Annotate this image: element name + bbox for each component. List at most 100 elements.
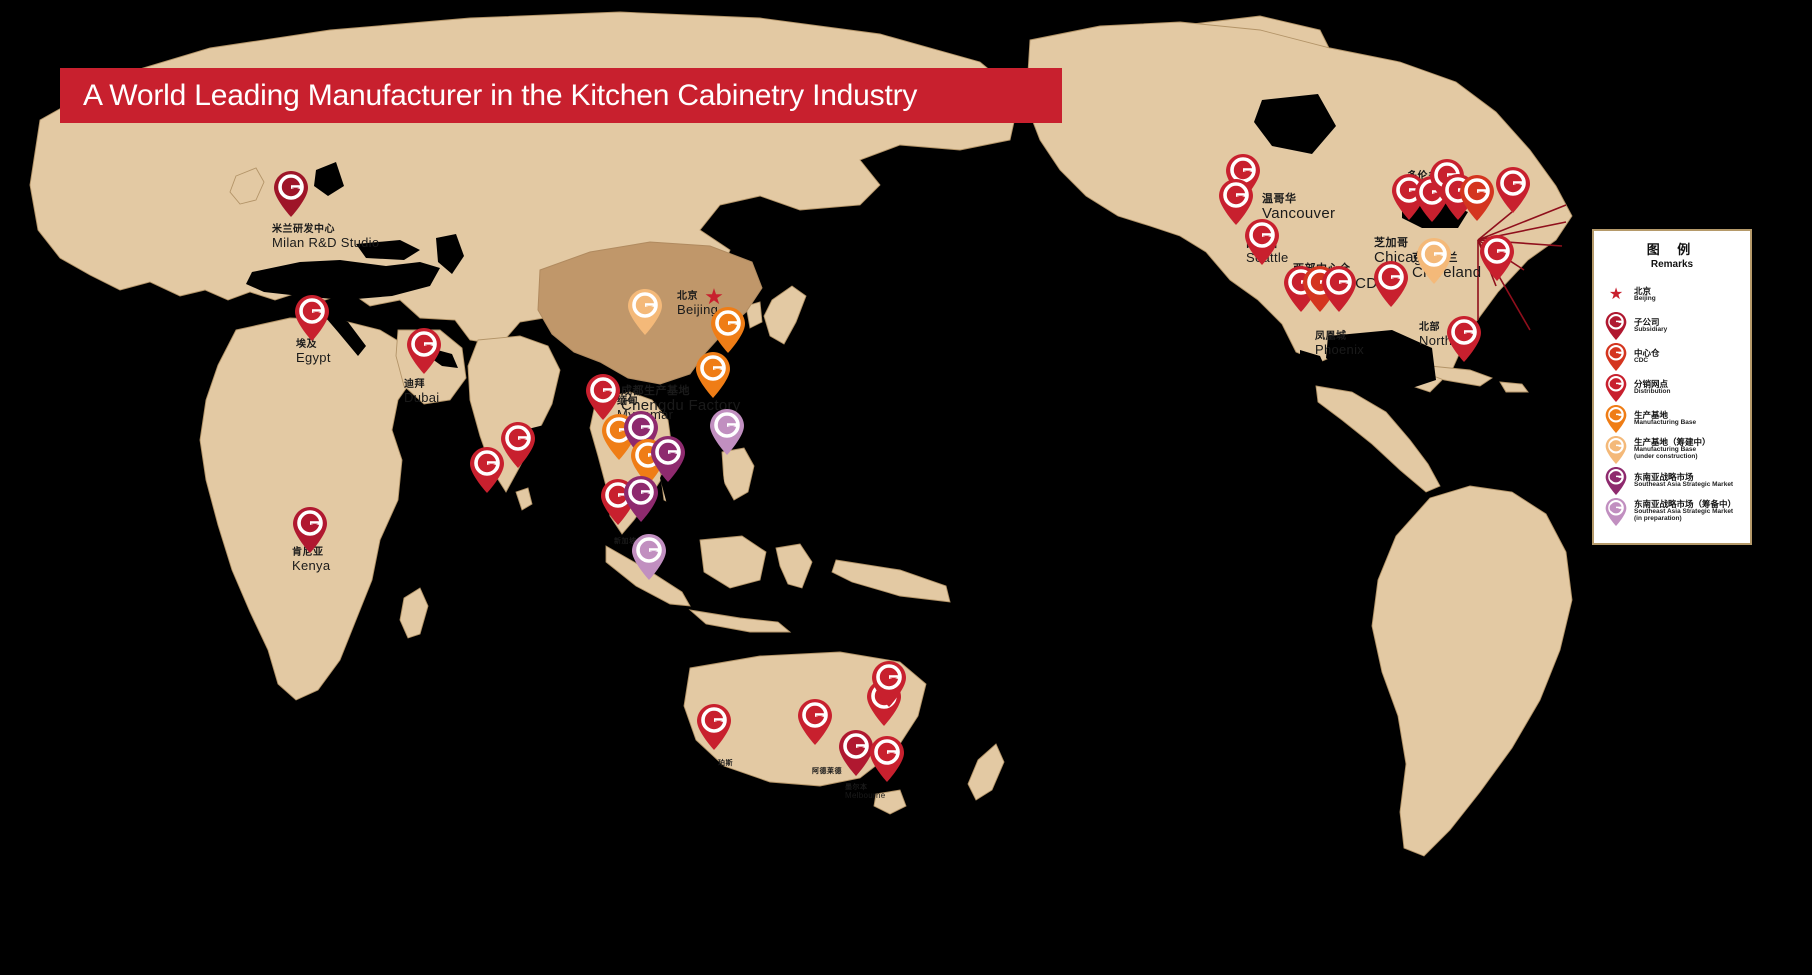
korea-landmass [745, 301, 763, 329]
hispaniola-landmass [1499, 381, 1529, 393]
label-cn: 阿德莱德 [812, 768, 842, 775]
legend-glyph-g: G [1608, 313, 1620, 329]
marker-cleveland-2[interactable]: G [1460, 175, 1494, 221]
legend-label-en: Manufacturing Base [1634, 446, 1697, 454]
legend-label-cn: 子公司 [1634, 316, 1660, 327]
marker-dubai[interactable]: G [407, 328, 441, 374]
marker-southeast-us[interactable]: G [1374, 261, 1408, 307]
new-guinea-landmass [831, 559, 951, 603]
marker-east-coast-1[interactable]: G [1496, 167, 1530, 213]
marker-western-cdc-3[interactable]: G [1322, 266, 1356, 312]
label-dubai: 迪拜 Dubai [404, 379, 440, 405]
mediterranean-sea [246, 260, 440, 300]
marker-perth[interactable]: G [697, 704, 731, 750]
legend-label-en: Subsidiary [1634, 325, 1668, 333]
legend-text-0: 北京 Beijing [1629, 285, 1656, 303]
label-cn: 成都生产基地 [621, 385, 690, 397]
legend-label-en: Beijing [1634, 294, 1656, 302]
pin-cdc-icon: G [1603, 342, 1629, 371]
hudson-bay [1254, 94, 1336, 154]
marker-melbourne[interactable]: G [839, 730, 873, 776]
legend-row-3[interactable]: G 分销网点 Distribution [1594, 372, 1750, 403]
title-banner: A World Leading Manufacturer in the Kitc… [60, 68, 1062, 123]
label-vancouver: 温哥华 Vancouver [1262, 193, 1336, 222]
legend-text-5: 生产基地（筹建中） Manufacturing Base (under constr… [1629, 438, 1711, 461]
legend-text-2: 中心仓 CDC [1629, 348, 1660, 365]
label-cn: 埃及 [296, 339, 317, 350]
marker-indonesia[interactable]: G [632, 534, 666, 580]
label-cn: 北京 [677, 291, 698, 302]
legend-header: 图 例 Remarks [1594, 231, 1750, 270]
inland-seas [246, 94, 1468, 520]
marker-china-east-1[interactable]: G [711, 307, 745, 353]
legend-row-5[interactable]: G 生产基地（筹建中） Manufacturing Base (under const… [1594, 434, 1750, 465]
label-cn: 珀斯 [718, 760, 733, 767]
marker-egypt[interactable]: G [295, 295, 329, 341]
british-isles-landmass [229, 167, 265, 205]
marker-milan[interactable]: G [274, 171, 308, 217]
legend-row-6[interactable]: G 东南亚战略市场 Southeast Asia Strategic Market [1594, 465, 1750, 496]
legend-row-0[interactable]: ★ 北京 Beijing [1594, 279, 1750, 310]
star-icon: ★ [1608, 285, 1624, 303]
label-phoenix: 凤凰城 Phoenix [1315, 331, 1364, 357]
legend-text-1: 子公司 Subsidiary [1629, 316, 1668, 334]
gulf-of-mexico [1326, 330, 1436, 392]
gulf-of-california [1300, 350, 1330, 378]
legend-label-en: Manufacturing Base [1634, 418, 1697, 426]
red-sea [326, 312, 366, 356]
marker-florida[interactable]: G [1447, 316, 1481, 362]
baltic-sea [314, 162, 344, 196]
marker-north-cdc[interactable]: G [1417, 238, 1451, 284]
label-australia-west: 珀斯 [718, 760, 733, 768]
legend-label-cn: 北京 [1634, 285, 1652, 296]
new-zealand-landmass [967, 743, 1005, 801]
label-beijing: 北京 Beijing [677, 291, 719, 317]
legend-row-4[interactable]: G 生产基地 Manufacturing Base [1594, 403, 1750, 434]
legend-label-en2: (in preparation) [1634, 515, 1682, 522]
label-en: Vancouver [1262, 204, 1336, 222]
legend-text-7: 东南亚战略市场（筹备中） Southeast Asia Strategic Mar… [1629, 500, 1736, 523]
pin-manufacturing-uc-icon: G [1603, 435, 1629, 464]
marker-china-east-2[interactable]: G [696, 352, 730, 398]
marker-philippines[interactable]: G [710, 409, 744, 455]
legend-item-list: ★ 北京 Beijing G 子公司 Subsidiary G 中心仓 CDC G 分销网点 Dist… [1594, 279, 1750, 527]
label-en: Chengdu Factory [621, 396, 741, 414]
label-en: Beijing [677, 301, 719, 317]
bay-of-bengal [524, 420, 588, 498]
label-australia-south: 阿德莱德 [812, 768, 842, 776]
legend-label-en: Distribution [1634, 387, 1671, 395]
marker-mumbai[interactable]: G [470, 447, 504, 493]
legend-row-7[interactable]: G 东南亚战略市场（筹备中） Southeast Asia Strategic Ma… [1594, 496, 1750, 527]
legend-row-1[interactable]: G 子公司 Subsidiary [1594, 310, 1750, 341]
marker-seattle[interactable]: G [1245, 219, 1279, 265]
marker-beijing-star[interactable]: ★ [704, 284, 724, 309]
marker-tasmania[interactable]: G [870, 736, 904, 782]
marker-india-south[interactable]: G [501, 422, 535, 468]
label-en: Dubai [404, 389, 440, 405]
marker-malaysia-2[interactable]: G [624, 476, 658, 522]
sri-lanka-landmass [515, 487, 533, 511]
pin-sea-market-prep-icon: G [1603, 497, 1629, 526]
label-cn: 米兰研发中心 [272, 224, 335, 235]
japan-landmass [763, 285, 807, 345]
legend-label-cn: 生产基地（筹建中） [1634, 437, 1711, 448]
south-america-landmass [1371, 485, 1573, 857]
label-singapore: 新加坡 [614, 538, 637, 546]
legend-label-cn: 东南亚战略市场（筹备中） [1634, 499, 1737, 510]
marker-chengdu-factory[interactable]: G [628, 289, 662, 335]
marker-adelaide[interactable]: G [798, 699, 832, 745]
legend-title-cn: 图 例 [1646, 242, 1698, 257]
legend-glyph-g: G [1608, 499, 1620, 515]
marker-brisbane[interactable]: G [872, 661, 906, 707]
label-cn: 新加坡 [614, 538, 637, 545]
marker-east-coast-2[interactable]: G [1480, 235, 1514, 281]
label-milan: 米兰研发中心 Milan R&D Studio [272, 224, 379, 250]
legend-row-2[interactable]: G 中心仓 CDC [1594, 341, 1750, 372]
legend-glyph-g: G [1608, 344, 1620, 360]
marker-kenya[interactable]: G [293, 507, 327, 553]
label-cn: 北部 [1419, 322, 1440, 333]
borneo-landmass [699, 535, 767, 589]
label-en: North [1419, 332, 1453, 348]
